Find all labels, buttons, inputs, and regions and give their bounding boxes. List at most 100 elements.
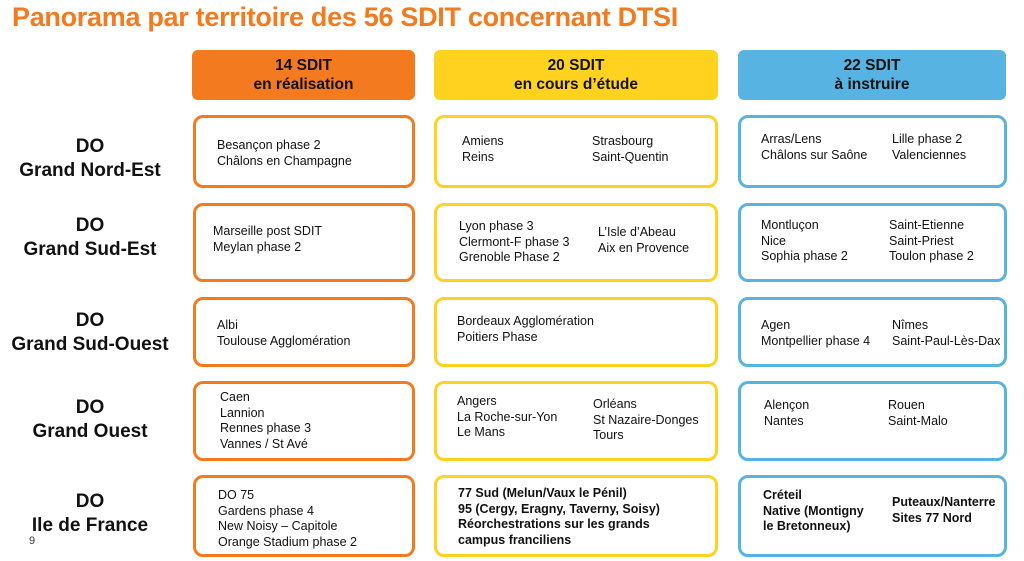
- row-label-line: Grand Nord-Est: [19, 160, 161, 181]
- list-item: Rouen: [888, 398, 925, 412]
- cell-etude-ile-de-france: 77 Sud (Melun/Vaux le Pénil) 95 (Cergy, …: [434, 475, 718, 557]
- row-label-line: DO: [75, 310, 105, 331]
- list-item: Tours: [593, 428, 624, 442]
- header-a-instruire: 22 SDIT à instruire: [738, 50, 1006, 100]
- row-label-line: Grand Sud-Est: [23, 239, 157, 260]
- list-left: 77 Sud (Melun/Vaux le Pénil) 95 (Cergy, …: [458, 486, 660, 548]
- list-right: Lille phase 2 Valenciennes: [892, 132, 966, 163]
- row-label-grand-ouest: DO Grand Ouest: [0, 396, 180, 444]
- row-label-line: DO: [75, 491, 105, 512]
- header-en-cours-etude: 20 SDIT en cours d’étude: [434, 50, 718, 100]
- header-count: 20 SDIT: [547, 57, 605, 74]
- list-item: Saint-Quentin: [592, 149, 669, 164]
- cell-realisation-grand-nord-est: Besançon phase 2 Châlons en Champagne: [193, 115, 415, 188]
- list-right: Rouen Saint-Malo: [888, 398, 948, 429]
- list-item: Angers: [457, 394, 497, 408]
- row-label-line: DO: [75, 136, 105, 157]
- cell-realisation-grand-ouest: Caen Lannion Rennes phase 3 Vannes / St …: [193, 381, 415, 461]
- list-item: Saint-Malo: [888, 413, 948, 428]
- header-status: à instruire: [834, 76, 910, 93]
- list-item: Albi: [217, 318, 238, 332]
- header-count: 14 SDIT: [275, 57, 332, 74]
- list-item: Nice: [761, 233, 787, 248]
- list-item: Le Mans: [457, 425, 505, 439]
- list-left: Amiens Reins: [462, 134, 504, 165]
- cell-instruire-grand-ouest: Alençon Nantes Rouen Saint-Malo: [738, 381, 1007, 461]
- list-right: Puteaux/Nanterre Sites 77 Nord: [892, 495, 996, 526]
- list-right: Nîmes Saint-Paul-Lès-Dax: [892, 318, 1000, 349]
- list-item: L’Isle d’Abeau: [598, 225, 676, 239]
- list-item: 77 Sud (Melun/Vaux le Pénil): [458, 486, 627, 500]
- list-right: Orléans St Nazaire-Donges Tours: [593, 397, 699, 444]
- list-item: Aix en Provence: [598, 240, 690, 255]
- row-label-grand-sud-ouest: DO Grand Sud-Ouest: [0, 309, 180, 357]
- list-item: Créteil: [763, 488, 802, 502]
- list-item: DO 75: [218, 488, 255, 502]
- cell-instruire-ile-de-france: Créteil Native (Montigny le Bretonneux) …: [738, 475, 1007, 557]
- list-left: Créteil Native (Montigny le Bretonneux): [763, 488, 864, 535]
- list-item: Lyon phase 3: [459, 219, 534, 233]
- list-item: Bordeaux Agglomération: [457, 314, 594, 328]
- list-right: L’Isle d’Abeau Aix en Provence: [598, 225, 689, 256]
- list-item: Arras/Lens: [761, 132, 822, 146]
- list-item: Nantes: [764, 413, 804, 428]
- cell-realisation-grand-sud-est: Marseille post SDIT Meylan phase 2: [193, 203, 415, 282]
- cell-instruire-grand-sud-ouest: Agen Montpellier phase 4 Nîmes Saint-Pau…: [738, 297, 1007, 367]
- list-item: le Bretonneux): [763, 519, 851, 533]
- list-item: Native (Montigny: [763, 503, 864, 518]
- cell-instruire-grand-sud-est: Montluçon Nice Sophia phase 2 Saint-Etie…: [738, 203, 1007, 282]
- row-label-grand-sud-est: DO Grand Sud-Est: [0, 214, 180, 262]
- list-item: Saint-Priest: [889, 233, 954, 248]
- list-left: Angers La Roche-sur-Yon Le Mans: [457, 394, 557, 441]
- list-item: Montluçon: [761, 218, 819, 232]
- list-left: Caen Lannion Rennes phase 3 Vannes / St …: [220, 390, 311, 452]
- list-left: DO 75 Gardens phase 4 New Noisy – Capito…: [218, 488, 357, 550]
- list-item: Vannes / St Avé: [220, 436, 308, 451]
- list-item: La Roche-sur-Yon: [457, 409, 558, 424]
- page-number: 9: [29, 535, 36, 547]
- list-left: Bordeaux Agglomération Poitiers Phase: [457, 314, 594, 345]
- page-title: Panorama par territoire des 56 SDIT conc…: [12, 2, 678, 32]
- list-item: Toulouse Agglomération: [217, 333, 351, 348]
- list-item: Clermont-F phase 3: [459, 234, 570, 249]
- row-label-ile-de-france: DO Ile de France: [0, 490, 180, 538]
- list-item: Nîmes: [892, 318, 929, 332]
- list-item: Orange Stadium phase 2: [218, 534, 357, 549]
- row-label-line: Grand Ouest: [32, 421, 148, 442]
- list-item: Grenoble Phase 2: [459, 250, 560, 264]
- list-item: Sophia phase 2: [761, 249, 848, 263]
- cell-etude-grand-nord-est: Amiens Reins Strasbourg Saint-Quentin: [434, 115, 718, 188]
- list-left: Montluçon Nice Sophia phase 2: [761, 218, 848, 265]
- cell-realisation-grand-sud-ouest: Albi Toulouse Agglomération: [193, 297, 415, 367]
- list-left: Lyon phase 3 Clermont-F phase 3 Grenoble…: [459, 219, 569, 266]
- list-item: Orléans: [593, 397, 637, 411]
- list-item: Rennes phase 3: [220, 421, 312, 435]
- list-item: Valenciennes: [892, 147, 967, 162]
- list-item: Saint-Etienne: [889, 218, 965, 232]
- list-item: Châlons en Champagne: [217, 153, 352, 168]
- list-item: Sites 77 Nord: [892, 510, 972, 525]
- header-status: en cours d’étude: [513, 76, 639, 93]
- list-item: Gardens phase 4: [218, 503, 314, 518]
- row-label-line: Ile de France: [31, 515, 149, 536]
- list-left: Agen Montpellier phase 4: [761, 318, 870, 349]
- list-right: Strasbourg Saint-Quentin: [592, 134, 668, 165]
- row-label-line: DO: [75, 397, 105, 418]
- list-item: Alençon: [764, 398, 810, 412]
- row-label-line: Grand Sud-Ouest: [11, 334, 169, 355]
- list-item: Caen: [220, 390, 250, 404]
- list-item: Agen: [761, 318, 791, 332]
- header-status: en réalisation: [253, 76, 354, 93]
- row-label-grand-nord-est: DO Grand Nord-Est: [0, 135, 180, 183]
- list-item: Marseille post SDIT: [213, 224, 323, 238]
- list-left: Besançon phase 2 Châlons en Champagne: [217, 138, 352, 169]
- list-item: Châlons sur Saône: [761, 147, 868, 162]
- header-count: 22 SDIT: [843, 57, 901, 74]
- list-item: Lannion: [220, 405, 265, 420]
- cell-etude-grand-sud-est: Lyon phase 3 Clermont-F phase 3 Grenoble…: [434, 203, 718, 282]
- list-item: Lille phase 2: [892, 132, 963, 146]
- list-item: Amiens: [462, 134, 504, 148]
- cell-instruire-grand-nord-est: Arras/Lens Châlons sur Saône Lille phase…: [738, 115, 1007, 188]
- list-item: New Noisy – Capitole: [218, 519, 338, 533]
- list-item: 95 (Cergy, Eragny, Taverny, Soisy): [458, 501, 660, 516]
